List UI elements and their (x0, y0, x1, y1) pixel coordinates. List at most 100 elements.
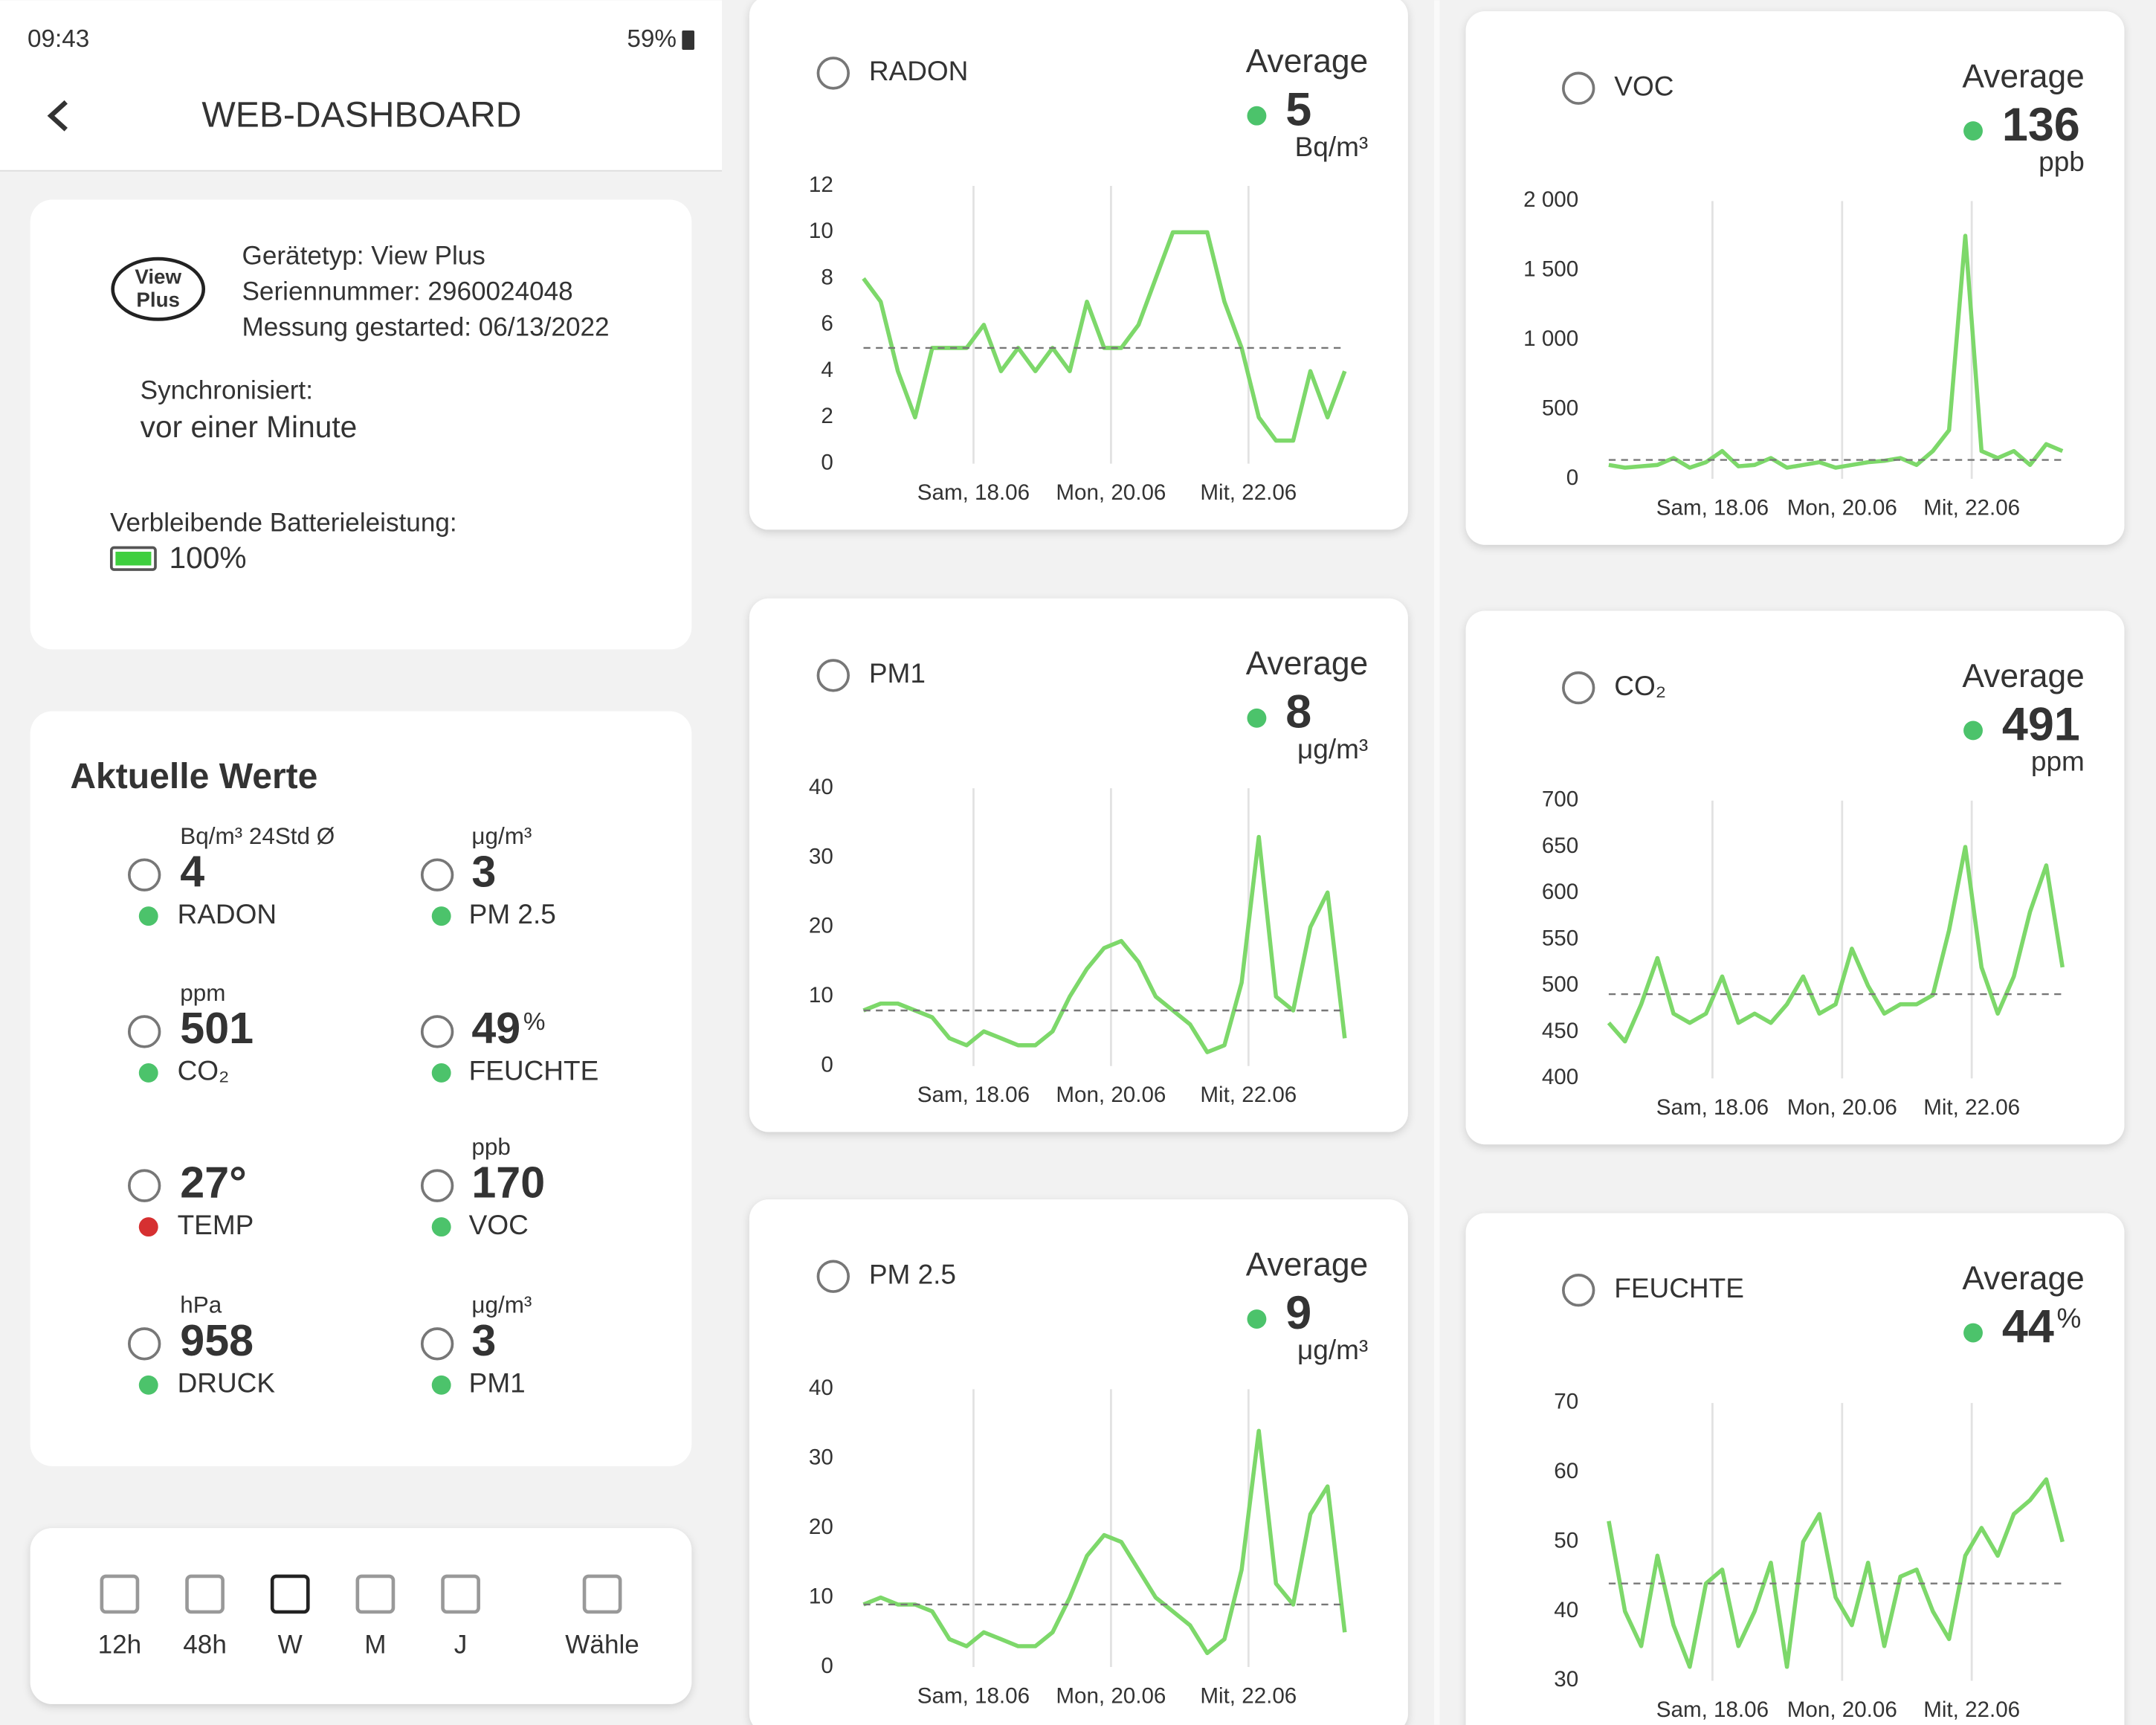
current-unit: hPa (180, 1292, 222, 1318)
data-line (1607, 1477, 2065, 1669)
current-name: PM1 (469, 1368, 526, 1399)
y-tick-label: 60 (1554, 1459, 1578, 1483)
status-dot (138, 906, 158, 926)
current-name: VOC (469, 1210, 529, 1240)
chart-title: RADON (869, 56, 969, 86)
status-dot (138, 1063, 158, 1083)
device-field: Messung gestarted: 06/13/2022 (242, 313, 610, 342)
time-range-option[interactable]: 12h (98, 1574, 142, 1660)
current-unit: μg/m³ (471, 823, 532, 849)
app-header (0, 0, 722, 171)
option-label: 48h (183, 1630, 227, 1659)
average-unit: Bq/m³ (1295, 132, 1369, 162)
time-range-option[interactable]: 48h (183, 1574, 227, 1660)
icon (128, 1169, 161, 1202)
icon (420, 1169, 454, 1202)
y-tick-label: 8 (821, 265, 833, 289)
y-tick-label: 700 (1542, 787, 1578, 812)
y-tick-label: 30 (809, 844, 833, 868)
chart-title: PM1 (869, 658, 926, 689)
x-tick-label: Sam, 18.06 (1656, 1697, 1769, 1722)
option-icon (441, 1574, 480, 1614)
current-values-card (30, 711, 692, 1466)
time-range-option[interactable]: J (441, 1574, 480, 1660)
average-value: 9 (1285, 1287, 1311, 1339)
current-name: PM 2.5 (469, 899, 556, 929)
card-bg (749, 1199, 1408, 1725)
average-unit: μg/m³ (1297, 734, 1368, 764)
x-tick-label: Mit, 22.06 (1200, 480, 1297, 505)
icon (1562, 71, 1595, 105)
card-bg (749, 0, 1408, 530)
option-icon (355, 1574, 396, 1614)
icon (128, 858, 161, 891)
time-range-option[interactable]: Wähle (565, 1574, 639, 1660)
current-unit: ppb (471, 1134, 510, 1160)
option-icon (270, 1574, 310, 1614)
icon (1562, 1273, 1595, 1307)
x-tick-label: Mon, 20.06 (1787, 1095, 1897, 1120)
x-tick-label: Mit, 22.06 (1923, 1697, 2020, 1722)
current-value: 958 (180, 1315, 254, 1365)
average-label: Average (1962, 59, 2084, 95)
x-tick-label: Sam, 18.06 (917, 480, 1030, 505)
device-field: Gerätetyp: View Plus (242, 242, 485, 271)
icon (816, 1260, 850, 1293)
icon (128, 1015, 161, 1048)
chart-title: PM 2.5 (869, 1259, 956, 1289)
current-value: 3 (471, 846, 496, 896)
current-unit: ppm (180, 980, 225, 1006)
time-range-option[interactable]: W (270, 1574, 310, 1660)
data-line (862, 834, 1347, 1054)
average-dot (1247, 708, 1267, 728)
x-tick-label: Mon, 20.06 (1787, 495, 1897, 520)
y-tick-label: 500 (1542, 396, 1578, 420)
x-tick-label: Sam, 18.06 (917, 1683, 1030, 1708)
x-tick-label: Sam, 18.06 (1656, 1095, 1769, 1120)
logo-text: View (135, 265, 181, 288)
y-tick-label: 40 (809, 775, 833, 799)
icon (816, 659, 850, 692)
current-name: RADON (178, 899, 277, 929)
current-unit: μg/m³ (471, 1292, 532, 1318)
card-bg (749, 598, 1408, 1132)
x-tick-label: Mit, 22.06 (1923, 495, 2020, 520)
current-name: CO₂ (178, 1056, 230, 1086)
option-icon (582, 1574, 622, 1614)
icon (420, 1327, 454, 1361)
average-label: Average (1246, 645, 1368, 682)
x-tick-label: Mit, 22.06 (1200, 1683, 1297, 1708)
device-logo (111, 257, 206, 321)
device-field: Seriennummer: 2960024048 (242, 277, 573, 306)
average-label: Average (1246, 1246, 1368, 1283)
icon (816, 57, 850, 90)
y-tick-label: 40 (1554, 1598, 1578, 1622)
y-tick-label: 40 (809, 1376, 833, 1400)
status-dot (138, 1375, 158, 1395)
chart-title: FEUCHTE (1614, 1273, 1744, 1303)
option-label: J (454, 1630, 468, 1659)
option-icon (100, 1574, 140, 1614)
y-tick-label: 10 (809, 983, 833, 1007)
x-tick-label: Mon, 20.06 (1056, 480, 1166, 505)
back-button[interactable] (47, 100, 68, 132)
y-tick-label: 2 (821, 404, 833, 428)
chart-card: PM1 Average 8μg/m³ 0 10 20 30 40 Sam, 18.06 Mon, … (749, 598, 1408, 1132)
y-tick-label: 50 (1554, 1528, 1578, 1552)
time-range-option[interactable]: M (355, 1574, 396, 1660)
chart-title: CO₂ (1614, 671, 1666, 701)
y-tick-label: 4 (821, 358, 833, 382)
current-value: 49 (471, 1003, 520, 1053)
chart-card: RADON Average 5Bq/m³ 0 2 4 6 8 10 12 Sam, 18.06 Mon… (749, 0, 1408, 530)
chart-card: PM 2.5 Average 9μg/m³ 0 10 20 30 40 Sam, 18.06 Mo… (749, 1199, 1408, 1725)
option-label: W (278, 1630, 303, 1659)
icon (420, 1015, 454, 1048)
chart-title: VOC (1614, 71, 1674, 102)
y-tick-label: 500 (1542, 973, 1578, 997)
current-name: DRUCK (178, 1368, 276, 1399)
current-unit: Bq/m³ 24Std Ø (180, 823, 335, 849)
current-name: TEMP (178, 1210, 254, 1240)
